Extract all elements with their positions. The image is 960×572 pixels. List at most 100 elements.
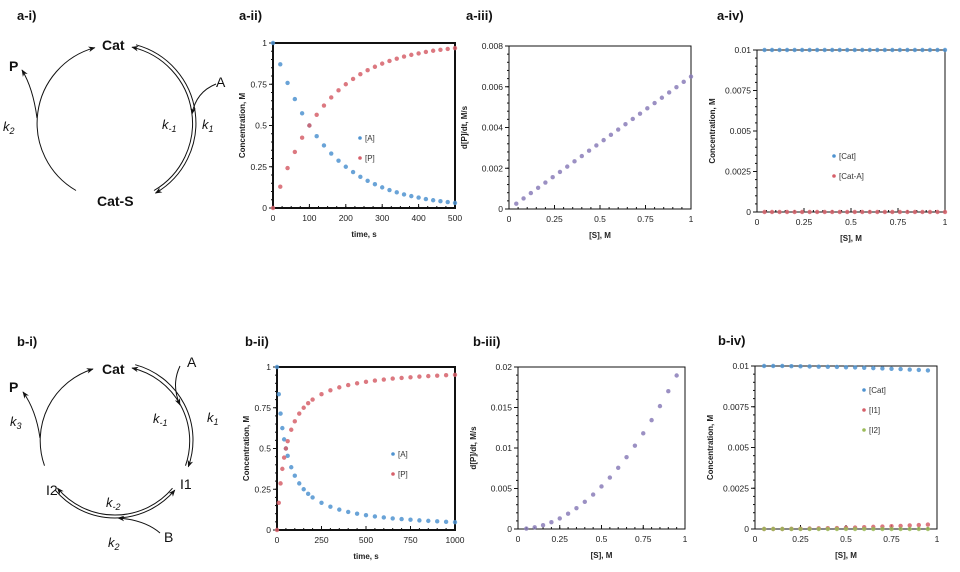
- panel-label-a-iii: a-iii): [466, 8, 493, 23]
- plot-area: [276, 366, 456, 531]
- data-point: [289, 427, 294, 432]
- data-point: [822, 47, 827, 53]
- data-point: [637, 111, 643, 116]
- data-point: [297, 481, 302, 486]
- series-series-0: [514, 74, 694, 206]
- data-point: [798, 526, 803, 532]
- data-point: [319, 392, 324, 397]
- y-tick-label: 0: [744, 524, 749, 534]
- y-tick-label: 0.0075: [725, 86, 751, 96]
- arrow-i2-to-cat: [39, 368, 94, 466]
- data-point: [681, 79, 686, 85]
- data-point: [905, 209, 910, 215]
- y-tick-label: 0.006: [482, 82, 504, 92]
- rate-k2: k2: [3, 119, 15, 136]
- data-point: [862, 526, 867, 532]
- data-point: [278, 481, 283, 486]
- data-point: [916, 526, 921, 532]
- data-point: [574, 505, 579, 511]
- plot-area: [517, 366, 686, 530]
- rate-k-1: k-1: [162, 117, 177, 134]
- y-tick-label: 0.004: [482, 123, 504, 133]
- data-point: [443, 372, 449, 378]
- data-point: [761, 526, 767, 532]
- arrow-to-product: [22, 391, 41, 439]
- data-point: [890, 209, 895, 215]
- data-point: [285, 165, 290, 171]
- y-tick-label: 0.5: [259, 444, 271, 454]
- data-point: [608, 132, 614, 138]
- chart-a-iii: 0 0.25 0.5 0.75 1 0 0.002 0.004 0.006 0.008 [S], M…: [460, 41, 694, 240]
- data-point: [337, 507, 342, 512]
- data-point: [532, 525, 537, 530]
- data-point: [834, 364, 840, 370]
- data-point: [834, 526, 840, 532]
- y-tick-label: 1: [262, 38, 267, 48]
- data-point: [307, 123, 312, 128]
- data-point: [280, 425, 285, 431]
- data-point: [882, 209, 888, 215]
- panel-label-b-iii: b-iii): [473, 334, 501, 349]
- x-tick-label: 0.25: [796, 217, 813, 227]
- legend-marker: [358, 136, 362, 140]
- series-series-0: [524, 373, 679, 531]
- y-tick-label: 0: [262, 203, 267, 213]
- data-point: [814, 209, 820, 215]
- data-point: [616, 127, 621, 132]
- legend-label: [P]: [398, 470, 408, 479]
- data-point: [435, 519, 440, 524]
- data-point: [912, 47, 918, 53]
- data-point: [630, 116, 635, 122]
- data-point: [390, 516, 395, 521]
- data-point: [426, 518, 431, 524]
- data-point: [825, 364, 830, 370]
- data-point: [935, 209, 940, 215]
- data-point: [438, 47, 443, 52]
- arrow-k-2-reverse: [54, 489, 176, 519]
- data-point: [278, 62, 283, 67]
- data-point: [452, 519, 458, 525]
- data-point: [387, 187, 392, 193]
- x-tick-label: 0.25: [551, 534, 568, 544]
- x-tick-label: 0.75: [637, 214, 654, 224]
- y-axis-label: Concentration, M: [242, 416, 251, 482]
- data-point: [769, 209, 775, 215]
- data-point: [445, 46, 450, 52]
- data-point: [372, 378, 378, 383]
- data-point: [807, 364, 812, 369]
- data-point: [416, 195, 421, 200]
- data-point: [912, 209, 918, 215]
- panel-label-a-i: a-i): [17, 8, 37, 23]
- y-tick-label: 0.002: [482, 163, 504, 173]
- catalytic-cycle-diagram-a: [21, 44, 217, 194]
- data-point: [927, 47, 933, 53]
- data-point: [666, 389, 671, 394]
- panel-label-b-iv: b-iv): [718, 333, 746, 348]
- y-tick-label: 0.25: [250, 162, 267, 172]
- data-point: [837, 209, 842, 215]
- data-point: [898, 523, 903, 529]
- legend-label: [Cat]: [869, 386, 886, 395]
- y-tick-label: 0.0025: [725, 167, 751, 177]
- data-point: [780, 363, 785, 369]
- legend-label: [A]: [365, 134, 375, 143]
- species-product: P: [9, 58, 18, 74]
- data-point: [771, 526, 776, 532]
- data-point: [399, 516, 404, 522]
- data-point: [599, 484, 604, 489]
- data-point: [390, 376, 395, 381]
- y-tick-label: 0.01: [495, 443, 512, 453]
- legend-marker: [391, 452, 395, 456]
- data-point: [789, 363, 794, 369]
- data-point: [301, 487, 306, 492]
- data-point: [582, 499, 587, 504]
- x-tick-label: 750: [403, 535, 417, 545]
- data-point: [423, 49, 429, 55]
- rate-k-1: k-1: [153, 411, 168, 428]
- data-point: [852, 365, 858, 370]
- data-point: [285, 80, 290, 86]
- legend-label: [Cat]: [839, 152, 856, 161]
- x-axis-label: [S], M: [589, 231, 611, 240]
- data-point: [649, 417, 654, 423]
- x-tick-label: 500: [448, 213, 462, 223]
